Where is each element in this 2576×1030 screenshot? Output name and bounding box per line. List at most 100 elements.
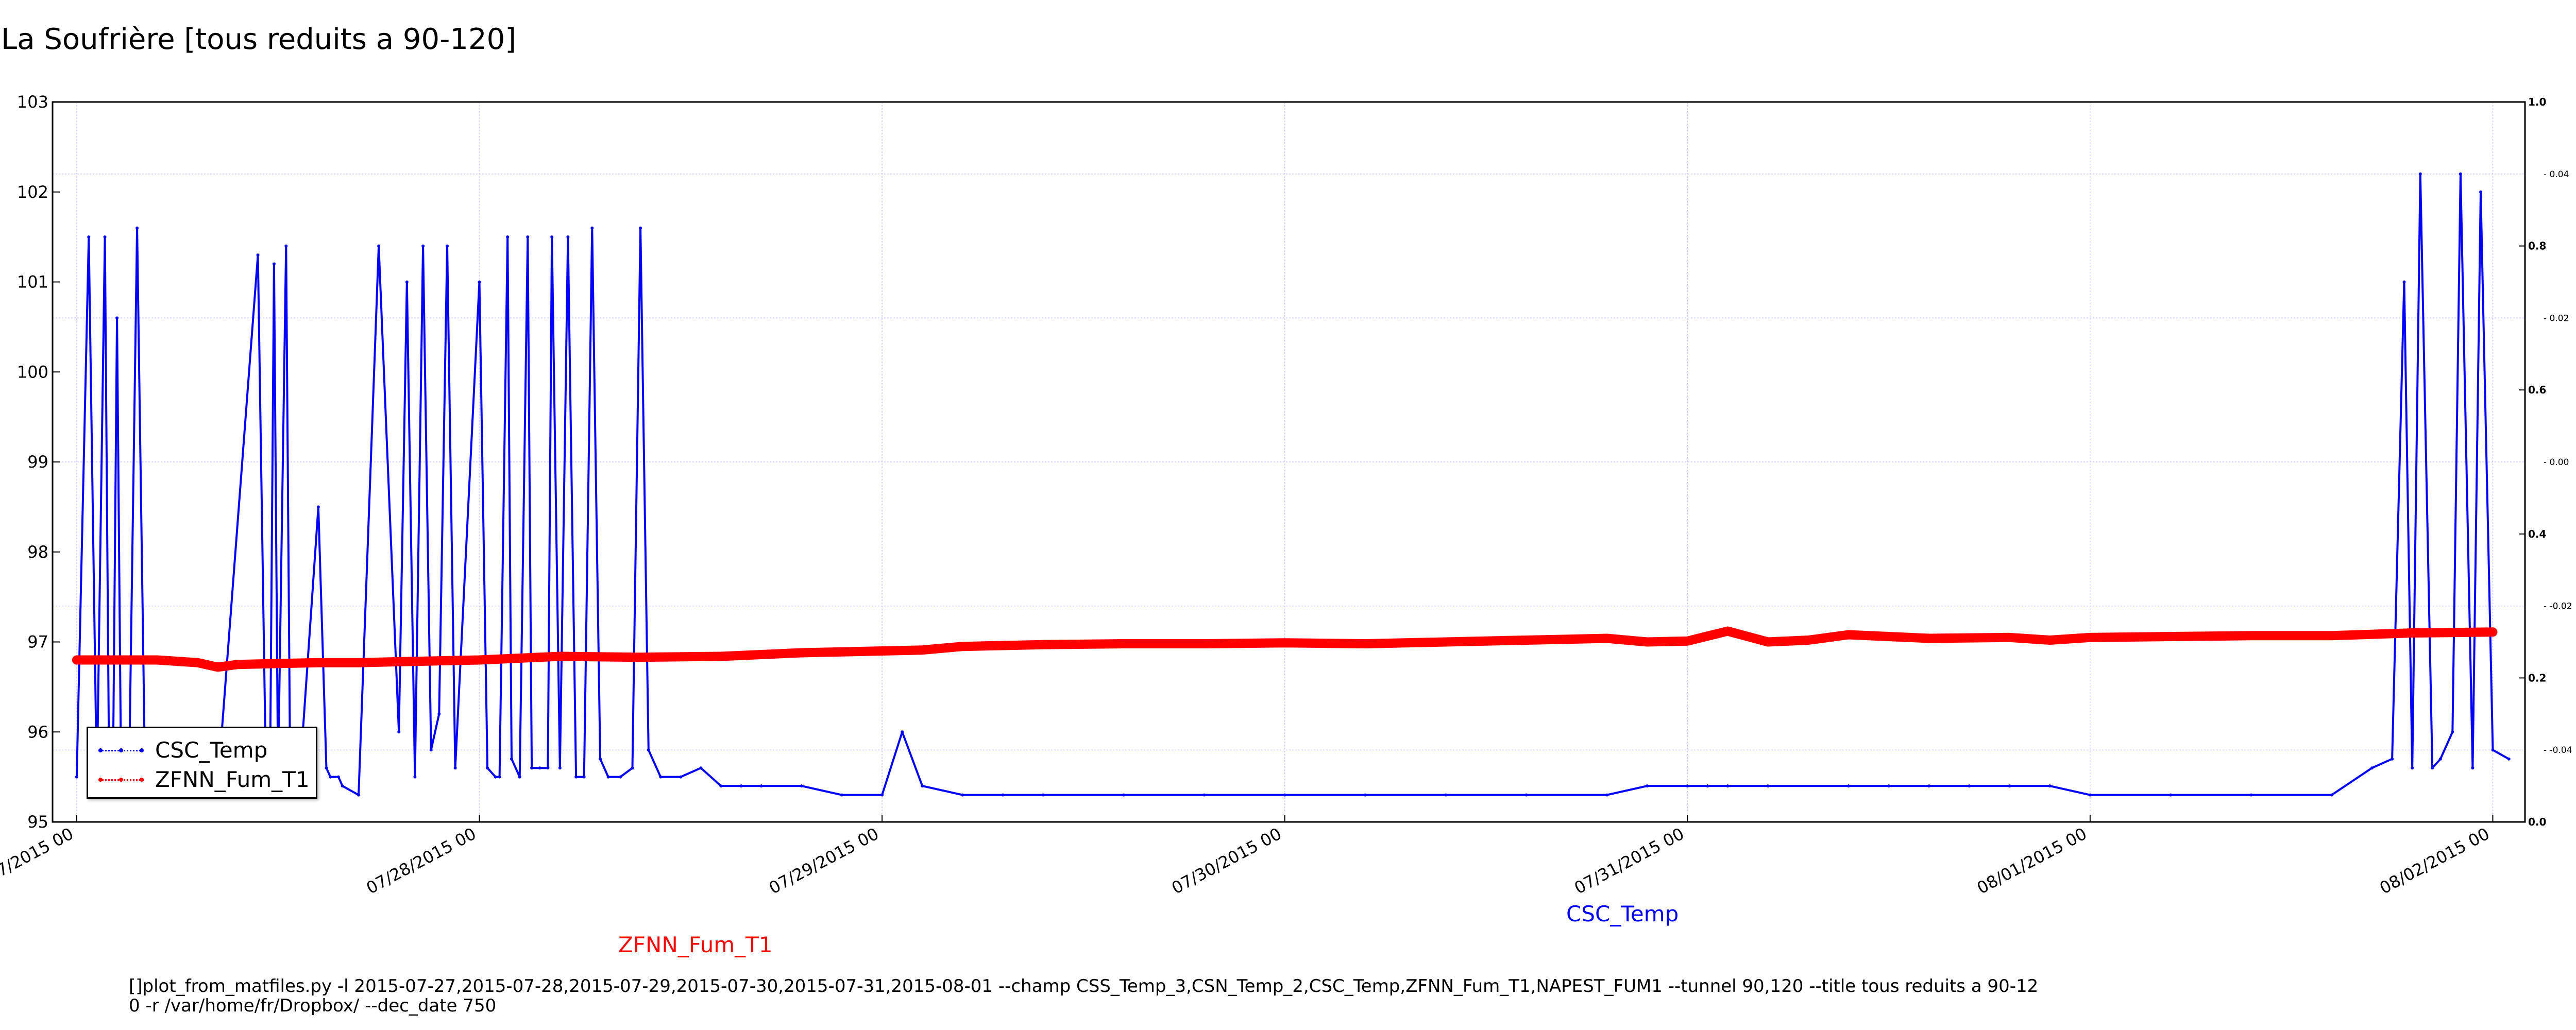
data-point-zfnn-fum-t1	[154, 657, 161, 663]
data-point-csc-temp	[2008, 784, 2011, 788]
data-point-zfnn-fum-t1	[1201, 641, 1208, 647]
y-tick-label-left: 103	[17, 92, 48, 112]
data-point-zfnn-fum-t1	[718, 653, 724, 660]
y-tick-label-right-small: - 0.00	[2544, 457, 2569, 468]
data-point-csc-temp	[1726, 784, 1730, 788]
y-tick-label-right-small: - -0.02	[2544, 602, 2572, 612]
data-point-csc-temp	[325, 766, 328, 770]
data-point-csc-temp	[1686, 784, 1689, 788]
x-tick-label: 07/30/2015 00	[1168, 824, 1285, 898]
data-point-csc-temp	[2370, 766, 2374, 770]
data-point-csc-temp	[679, 775, 683, 779]
data-point-zfnn-fum-t1	[1845, 631, 1852, 638]
x-tick-label: 07/29/2015 00	[766, 824, 882, 898]
data-point-csc-temp	[759, 784, 763, 788]
data-point-csc-temp	[606, 775, 610, 779]
legend: CSC_Temp ZFNN_Fum_T1	[87, 727, 317, 799]
data-point-csc-temp	[341, 784, 344, 788]
data-point-zfnn-fum-t1	[2006, 634, 2013, 641]
data-point-zfnn-fum-t1	[2046, 637, 2053, 643]
data-point-csc-temp	[2169, 793, 2173, 797]
data-point-csc-temp	[437, 712, 441, 716]
data-point-csc-temp	[506, 235, 510, 239]
data-point-csc-temp	[1364, 793, 1367, 797]
data-point-csc-temp	[1646, 784, 1649, 788]
data-point-zfnn-fum-t1	[637, 654, 644, 661]
data-point-zfnn-fum-t1	[234, 661, 241, 668]
y-tick-label-right-small: - 0.02	[2544, 313, 2569, 323]
data-point-csc-temp	[1766, 784, 1770, 788]
data-point-csc-temp	[2451, 730, 2454, 734]
data-point-csc-temp	[1968, 784, 1971, 788]
x-tick-label: 08/01/2015 00	[1974, 824, 2090, 898]
data-point-csc-temp	[405, 280, 409, 284]
data-point-csc-temp	[421, 244, 425, 248]
data-point-zfnn-fum-t1	[214, 664, 221, 671]
data-point-csc-temp	[582, 775, 586, 779]
data-point-zfnn-fum-t1	[2248, 632, 2255, 639]
legend-marker-zfnn-fum-t1	[98, 777, 144, 782]
command-line-1: []plot_from_matfiles.py -l 2015-07-27,20…	[129, 976, 2039, 997]
y-tick-label-right: 1.0	[2528, 96, 2546, 108]
data-point-zfnn-fum-t1	[1604, 635, 1610, 642]
data-point-csc-temp	[739, 784, 743, 788]
data-point-csc-temp	[2402, 280, 2406, 284]
legend-label-csc-temp: CSC_Temp	[155, 737, 268, 763]
data-point-zfnn-fum-t1	[73, 657, 80, 663]
data-point-csc-temp	[2431, 766, 2434, 770]
data-point-csc-temp	[510, 757, 513, 761]
data-point-csc-temp	[87, 235, 91, 239]
data-point-csc-temp	[446, 244, 449, 248]
plot-area-frame	[52, 101, 2526, 823]
data-point-csc-temp	[494, 775, 497, 779]
y-tick-label-left: 98	[27, 542, 48, 562]
legend-item-csc-temp: CSC_Temp	[98, 735, 267, 766]
series-label-zfnn-fum-t1: ZFNN_Fum_T1	[618, 932, 773, 957]
data-point-csc-temp	[631, 766, 634, 770]
data-point-csc-temp	[961, 793, 964, 797]
data-point-csc-temp	[2418, 172, 2422, 176]
y-tick-label-left: 100	[17, 362, 48, 382]
data-point-csc-temp	[639, 226, 642, 230]
data-point-zfnn-fum-t1	[1684, 638, 1691, 644]
data-point-csc-temp	[2411, 766, 2414, 770]
data-point-csc-temp	[377, 244, 381, 248]
data-point-zfnn-fum-t1	[194, 659, 201, 666]
data-point-csc-temp	[256, 253, 260, 257]
data-point-zfnn-fum-t1	[315, 659, 321, 666]
data-point-zfnn-fum-t1	[1281, 640, 1288, 646]
data-point-csc-temp	[921, 784, 924, 788]
y-tick-label-right-small: - -0.04	[2544, 745, 2572, 756]
data-point-csc-temp	[478, 280, 481, 284]
data-point-csc-temp	[526, 235, 530, 239]
y-tick-label-left: 102	[17, 182, 48, 202]
data-point-csc-temp	[486, 766, 489, 770]
data-point-csc-temp	[1846, 784, 1850, 788]
data-point-csc-temp	[1706, 784, 1709, 788]
data-point-csc-temp	[647, 748, 650, 752]
data-point-csc-temp	[880, 793, 884, 797]
data-point-csc-temp	[2330, 793, 2333, 797]
data-point-csc-temp	[1444, 793, 1448, 797]
data-point-csc-temp	[2391, 757, 2394, 761]
data-point-csc-temp	[599, 757, 602, 761]
data-point-csc-temp	[2471, 766, 2475, 770]
y-tick-label-right: 0.4	[2528, 528, 2546, 540]
data-point-csc-temp	[546, 766, 550, 770]
data-point-zfnn-fum-t1	[1523, 637, 1530, 643]
data-point-csc-temp	[336, 775, 340, 779]
data-point-csc-temp	[619, 775, 622, 779]
data-point-zfnn-fum-t1	[114, 657, 121, 663]
data-point-csc-temp	[574, 775, 578, 779]
data-point-zfnn-fum-t1	[959, 643, 966, 650]
data-point-csc-temp	[566, 235, 570, 239]
data-point-csc-temp	[800, 784, 803, 788]
legend-marker-csc-temp	[98, 748, 144, 753]
data-point-csc-temp	[590, 226, 594, 230]
data-point-csc-temp	[135, 226, 139, 230]
data-point-zfnn-fum-t1	[2087, 634, 2093, 641]
data-point-csc-temp	[453, 766, 457, 770]
data-point-zfnn-fum-t1	[275, 660, 281, 667]
data-point-csc-temp	[558, 766, 562, 770]
